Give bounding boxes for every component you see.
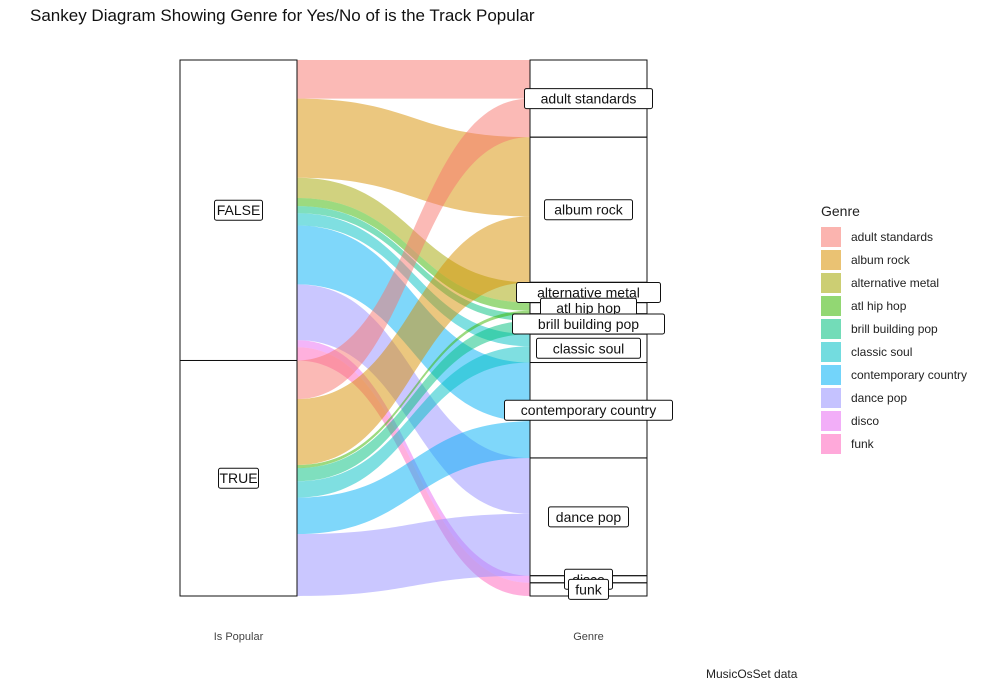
svg-text:adult standards: adult standards	[541, 91, 637, 107]
stratum-label-dance-pop: dance pop	[548, 506, 629, 528]
legend-swatch	[821, 318, 841, 339]
stratum-label-contemporary-country: contemporary country	[504, 399, 673, 421]
stratum-label-alternative-metal: alternative metal	[516, 281, 661, 303]
flow-true-album-rock	[297, 216, 530, 466]
legend-swatch	[821, 433, 841, 454]
svg-text:atl hip hop: atl hip hop	[556, 300, 621, 316]
legend-label: dance pop	[851, 390, 908, 405]
stratum-label-atl-hip-hop: atl hip hop	[540, 297, 637, 319]
legend-label: classic soul	[851, 344, 913, 359]
legend-label: album rock	[851, 252, 910, 267]
stratum-label-classic-soul: classic soul	[536, 337, 641, 359]
legend-label: contemporary country	[851, 367, 968, 382]
legend-label: adult standards	[851, 229, 934, 244]
legend-item-atl-hip-hop: atl hip hop	[821, 294, 967, 317]
chart-title: Sankey Diagram Showing Genre for Yes/No …	[30, 6, 535, 25]
flow-true-brill-building-pop	[297, 320, 530, 482]
stratum-label-funk: funk	[568, 578, 609, 600]
x-axis-label-genre: Genre	[573, 631, 604, 643]
legend-item-alternative-metal: alternative metal	[821, 271, 967, 294]
svg-text:brill building pop: brill building pop	[538, 316, 639, 332]
flow-true-dance-pop	[297, 513, 530, 596]
legend-swatch	[821, 249, 841, 270]
x-axis-label-is-popular: Is Popular	[214, 631, 264, 643]
x-axis: Is Popular Genre	[214, 631, 604, 643]
legend-swatch	[821, 364, 841, 385]
legend-item-brill-building-pop: brill building pop	[821, 317, 967, 340]
svg-text:classic soul: classic soul	[553, 340, 625, 356]
stratum-label-brill-building-pop: brill building pop	[512, 313, 665, 335]
stratum-popular-true	[179, 359, 298, 597]
stratum-label-album-rock: album rock	[544, 199, 633, 221]
svg-text:TRUE: TRUE	[219, 470, 257, 486]
stratum-label-false: FALSE	[214, 199, 263, 221]
legend-item-adult-standards: adult standards	[821, 225, 967, 248]
legend: Genre adult standards album rock alternati…	[821, 203, 967, 455]
svg-text:album rock: album rock	[554, 202, 623, 218]
legend-swatch	[821, 341, 841, 362]
legend-label: alternative metal	[851, 275, 940, 290]
legend-item-album-rock: album rock	[821, 248, 967, 271]
legend-swatch	[821, 226, 841, 247]
svg-text:FALSE: FALSE	[217, 202, 261, 218]
legend-item-disco: disco	[821, 409, 967, 432]
legend-items: adult standards album rock alternative met…	[821, 225, 967, 455]
flows	[297, 60, 530, 596]
flow-true-contemporary-country	[297, 421, 530, 535]
legend-label: atl hip hop	[851, 298, 907, 313]
legend-item-contemporary-country: contemporary country	[821, 363, 967, 386]
svg-text:dance pop: dance pop	[556, 509, 622, 525]
flow-false-adult-standards	[297, 60, 530, 99]
stratum-label-true: TRUE	[218, 467, 259, 489]
flow-true-classic-soul	[297, 346, 530, 498]
legend-swatch	[821, 387, 841, 408]
legend-label: brill building pop	[851, 321, 938, 336]
flow-true-adult-standards	[297, 98, 530, 400]
flow-true-atl-hip-hop	[297, 310, 530, 469]
strata: FALSE TRUE adult standards album rock altern…	[179, 59, 673, 600]
flow-false-classic-soul	[297, 213, 530, 347]
svg-text:funk: funk	[575, 581, 602, 597]
legend-swatch	[821, 272, 841, 293]
legend-item-dance-pop: dance pop	[821, 386, 967, 409]
stratum-label-adult-standards: adult standards	[524, 88, 653, 110]
legend-title: Genre	[821, 203, 860, 219]
legend-swatch	[821, 295, 841, 316]
caption: MusicOsSet data	[706, 667, 798, 681]
legend-label: disco	[851, 413, 880, 428]
svg-text:alternative metal: alternative metal	[537, 284, 640, 300]
legend-item-classic-soul: classic soul	[821, 340, 967, 363]
legend-item-funk: funk	[821, 432, 967, 455]
svg-text:contemporary country: contemporary country	[521, 402, 656, 418]
flow-false-album-rock	[297, 98, 530, 217]
legend-label: funk	[851, 436, 874, 451]
legend-swatch	[821, 410, 841, 431]
